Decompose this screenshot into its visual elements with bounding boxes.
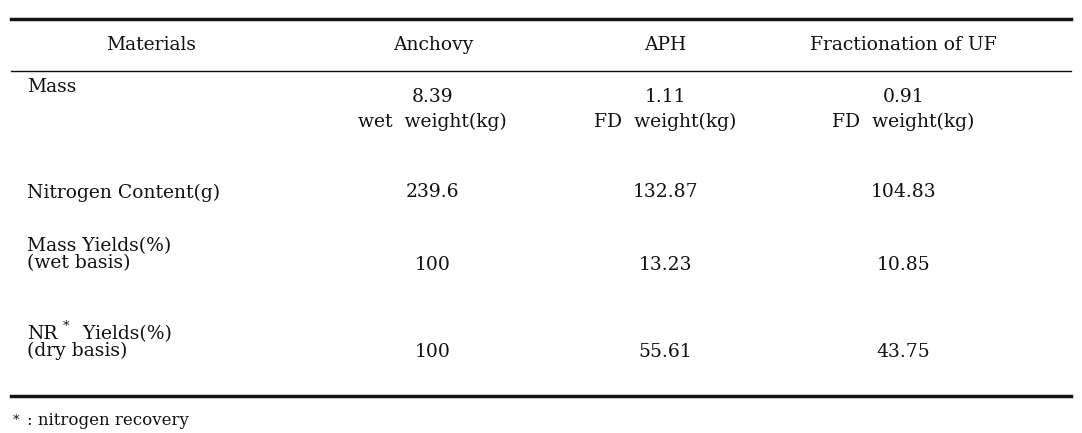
Text: 8.39: 8.39 xyxy=(412,88,453,106)
Text: 55.61: 55.61 xyxy=(638,343,692,362)
Text: wet  weight(kg): wet weight(kg) xyxy=(358,113,507,131)
Text: : nitrogen recovery: : nitrogen recovery xyxy=(27,411,189,429)
Text: Materials: Materials xyxy=(106,36,197,55)
Text: 1.11: 1.11 xyxy=(645,88,686,106)
Text: Mass: Mass xyxy=(27,78,77,96)
Text: 132.87: 132.87 xyxy=(633,184,698,201)
Text: *: * xyxy=(63,320,69,333)
Text: 10.85: 10.85 xyxy=(876,255,931,274)
Text: NR: NR xyxy=(27,325,57,343)
Text: 0.91: 0.91 xyxy=(883,88,924,106)
Text: 43.75: 43.75 xyxy=(876,343,931,362)
Text: Anchovy: Anchovy xyxy=(393,36,473,55)
Text: 100: 100 xyxy=(414,255,451,274)
Text: (dry basis): (dry basis) xyxy=(27,342,128,360)
Text: Fractionation of UF: Fractionation of UF xyxy=(810,36,997,55)
Text: FD  weight(kg): FD weight(kg) xyxy=(832,113,975,131)
Text: APH: APH xyxy=(644,36,687,55)
Text: (wet basis): (wet basis) xyxy=(27,254,131,272)
Text: 13.23: 13.23 xyxy=(638,255,692,274)
Text: 104.83: 104.83 xyxy=(871,184,936,201)
Text: Mass Yields(%): Mass Yields(%) xyxy=(27,237,171,255)
Text: FD  weight(kg): FD weight(kg) xyxy=(594,113,737,131)
Text: Yields(%): Yields(%) xyxy=(77,325,172,343)
Text: 239.6: 239.6 xyxy=(406,184,460,201)
Text: Nitrogen Content(g): Nitrogen Content(g) xyxy=(27,183,220,201)
Text: *: * xyxy=(13,414,19,427)
Text: 100: 100 xyxy=(414,343,451,362)
